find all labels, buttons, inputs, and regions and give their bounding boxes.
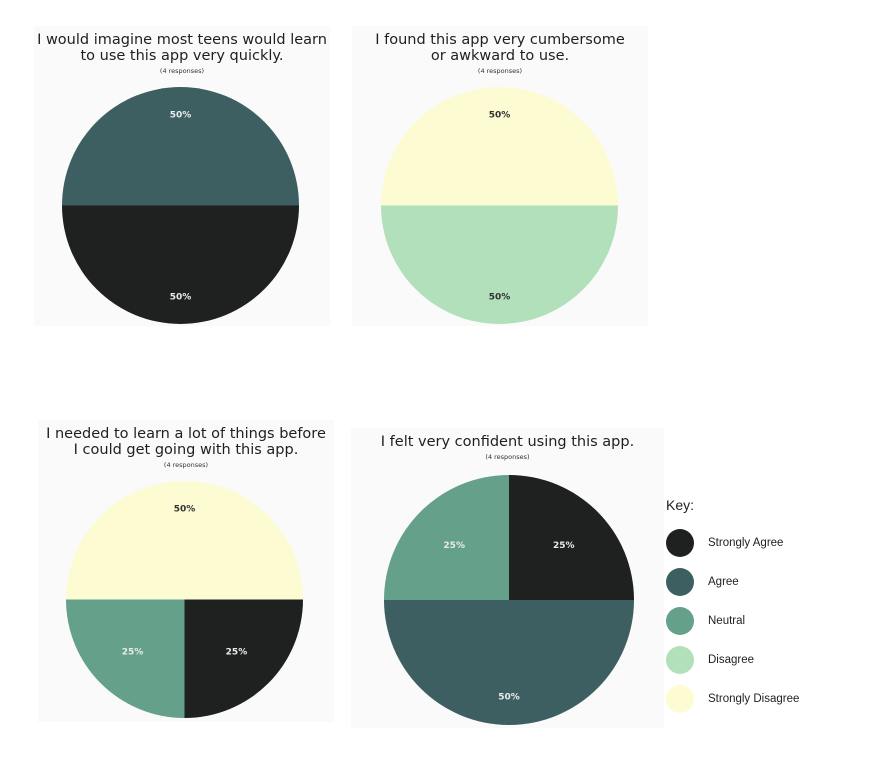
pie-slice-strongly-agree [184, 599, 303, 718]
pie-chart-1: 50% 50% [62, 87, 299, 324]
chart-title-line: to use this app very quickly. [80, 48, 284, 64]
legend-item: Strongly Disagree [666, 679, 866, 718]
chart-title-line: I would imagine most teens would learn [37, 32, 327, 48]
chart-title: I found this app very cumbersome or awkw… [352, 32, 648, 64]
legend-label: Agree [708, 575, 739, 588]
legend-item: Disagree [666, 640, 866, 679]
pie-data-label: 25% [226, 647, 248, 657]
chart-subtitle: (4 responses) [163, 461, 209, 469]
legend-item: Neutral [666, 601, 866, 640]
legend-label: Disagree [708, 653, 755, 666]
chart-title-line: I could get going with this app. [73, 442, 299, 458]
legend-swatch [666, 684, 694, 713]
pie-data-label: 50% [174, 504, 196, 514]
pie-chart-4: 25% 25% 50% [384, 475, 634, 725]
pie-slice-strongly-disagree [381, 87, 618, 206]
chart-title: I would imagine most teens would learn t… [34, 32, 330, 64]
pie-slice-neutral [384, 475, 509, 600]
pie-slice-strongly-agree [509, 475, 634, 600]
legend-item: Agree [666, 562, 866, 601]
legend-swatch [666, 528, 694, 557]
legend-swatch [666, 606, 694, 635]
chart-subtitle: (4 responses) [477, 67, 523, 75]
chart-title-line: I needed to learn a lot of things before [46, 426, 326, 442]
pie-slice-strongly-agree [62, 205, 299, 324]
pie-data-label: 50% [170, 110, 192, 120]
pie-slice-strongly-disagree [66, 481, 303, 600]
pie-chart-3: 50% 25% 25% [66, 481, 303, 718]
pie-data-label: 50% [489, 110, 511, 120]
pie-data-label: 50% [498, 692, 520, 702]
chart-title-line: I felt very confident using this app. [380, 434, 635, 450]
pie-data-label: 25% [553, 541, 575, 551]
pie-slice-neutral [66, 599, 185, 718]
pie-data-label: 50% [170, 293, 192, 303]
pie-data-label: 25% [443, 541, 465, 551]
pie-chart-2: 50% 50% [381, 87, 618, 324]
chart-subtitle: (4 responses) [159, 67, 205, 75]
pie-data-label: 50% [489, 293, 511, 303]
legend-title: Key: [666, 497, 695, 513]
chart-title: I needed to learn a lot of things before… [38, 426, 334, 458]
legend-swatch [666, 567, 694, 596]
legend-label: Strongly Disagree [708, 692, 800, 705]
pie-slice-disagree [381, 205, 618, 324]
chart-title-line: I found this app very cumbersome [375, 32, 625, 48]
pie-slice-agree [62, 87, 299, 206]
legend-label: Neutral [708, 614, 746, 627]
chart-title-line: or awkward to use. [430, 48, 570, 64]
chart-title: I felt very confident using this app. [351, 434, 664, 450]
legend: Key: Strongly Agree Agree Neutral Disagr… [666, 497, 866, 718]
chart-subtitle: (4 responses) [485, 453, 530, 461]
pie-data-label: 25% [122, 647, 144, 657]
legend-swatch [666, 645, 694, 674]
legend-label: Strongly Agree [708, 536, 784, 549]
pie-slice-agree [384, 600, 634, 725]
legend-item: Strongly Agree [666, 523, 866, 562]
